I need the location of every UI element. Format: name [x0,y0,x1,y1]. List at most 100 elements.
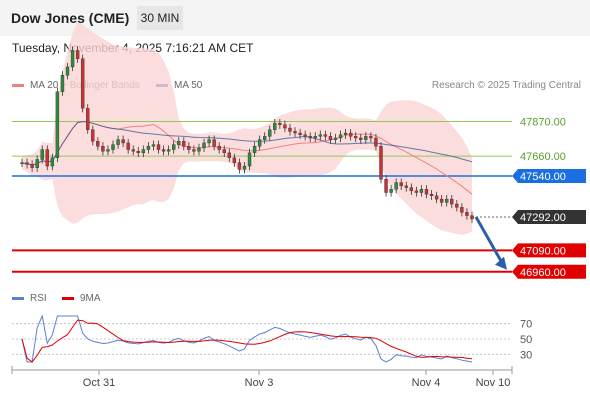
candle-body [237,162,242,170]
candle-body [354,136,358,139]
rsi-ma-swatch [62,296,74,300]
candle-body [434,195,439,200]
rsi-tick-label: 50 [520,334,532,346]
legend-rsi-ma: 9MA [62,293,101,304]
candle-body [252,146,257,154]
candle-body [419,188,424,193]
candle-body [86,108,90,130]
candle-body [227,152,232,159]
candle-body [75,50,80,59]
candle-body [222,149,226,154]
candle-body [364,136,368,140]
candle-body [384,179,388,193]
candle-body [470,215,474,220]
candle-body [40,149,44,160]
candle-body [171,144,176,150]
ma50-label: MA 50 [174,80,203,91]
candle-body [318,134,323,137]
rsi-ma-line [21,319,473,363]
candle-body [187,146,191,150]
timeframe-badge[interactable]: 30 MIN [137,6,183,30]
candle-body [429,193,434,197]
candle-body [242,165,247,170]
candle-body [161,149,166,152]
candle-body [313,136,317,139]
candle-body [121,139,125,144]
candle-body [348,132,353,137]
candle-body [212,139,216,147]
candle-body [182,141,186,147]
candle-body [288,127,292,132]
credit-text: Research © 2025 Trading Central [431,80,581,91]
candle-body [399,182,403,187]
candle-body [136,151,140,154]
rsi-line [21,314,473,363]
candle-body [414,190,419,193]
candle-body [343,132,348,135]
chart-header: Dow Jones (CME) 30 MIN [0,0,590,36]
candle-body [96,141,100,147]
candle-body [111,144,115,150]
candle-body [445,198,449,203]
candle-body [80,58,85,109]
level-tag-46960.00 [512,264,586,279]
candle-body [333,137,338,140]
x-tick-label: Nov 10 [476,377,511,389]
candle-body [65,66,70,76]
candle-body [247,152,252,167]
forecast-arrow-head [495,256,507,270]
level-label-47540.00: 47540.00 [520,171,566,183]
candle-body [394,182,398,190]
candle-body [308,136,312,139]
x-tick-label: Nov 3 [245,377,274,389]
candle-body [404,185,408,188]
candle-body [106,149,110,152]
candle-body [70,50,75,68]
x-tick-label: Nov 4 [412,377,441,389]
candle-body [197,147,201,152]
level-label-46960.00: 46960.00 [520,267,566,279]
rsi-label: RSI [30,293,47,304]
candle-body [217,146,221,150]
candle-body [101,146,105,152]
candle-body [35,159,39,168]
x-tick-label: Oct 31 [83,377,115,389]
rsi-tick-label: 30 [520,349,532,361]
candle-body [278,122,282,125]
candle-body [374,137,378,147]
candle-body [55,91,60,159]
candle-body [460,207,464,213]
candle-body [338,134,343,139]
candle-body [207,139,211,144]
ma50-line [21,120,473,166]
candle-body [60,75,65,92]
level-label-47090.00: 47090.00 [520,245,566,257]
candle-body [379,146,383,180]
candle-body [409,187,414,192]
candle-body [293,131,297,134]
level-label-47292.00: 47292.00 [520,212,566,224]
candle-body [424,188,429,195]
ma20-swatch [12,83,24,87]
rsi-swatch [12,296,24,300]
candle-body [146,146,151,150]
instrument-title: Dow Jones (CME) [11,10,130,26]
forecast-arrow-shaft [474,216,504,264]
candle-body [298,132,302,135]
candle-body [141,149,146,154]
candle-body [177,141,181,145]
candle-body [151,144,156,147]
candle-body [455,203,459,208]
level-tag-47540.00 [512,168,586,183]
candle-body [202,142,206,149]
candle-body [156,144,161,150]
level-tag-47090.00 [512,243,586,258]
candle-body [192,149,196,152]
candle-body [257,139,262,147]
rsi-tick-label: 70 [520,319,532,331]
candle-body [20,162,24,164]
level-label-47660.00: 47660.00 [520,151,566,163]
legend-rsi: RSI [12,293,47,304]
candle-body [283,124,287,129]
